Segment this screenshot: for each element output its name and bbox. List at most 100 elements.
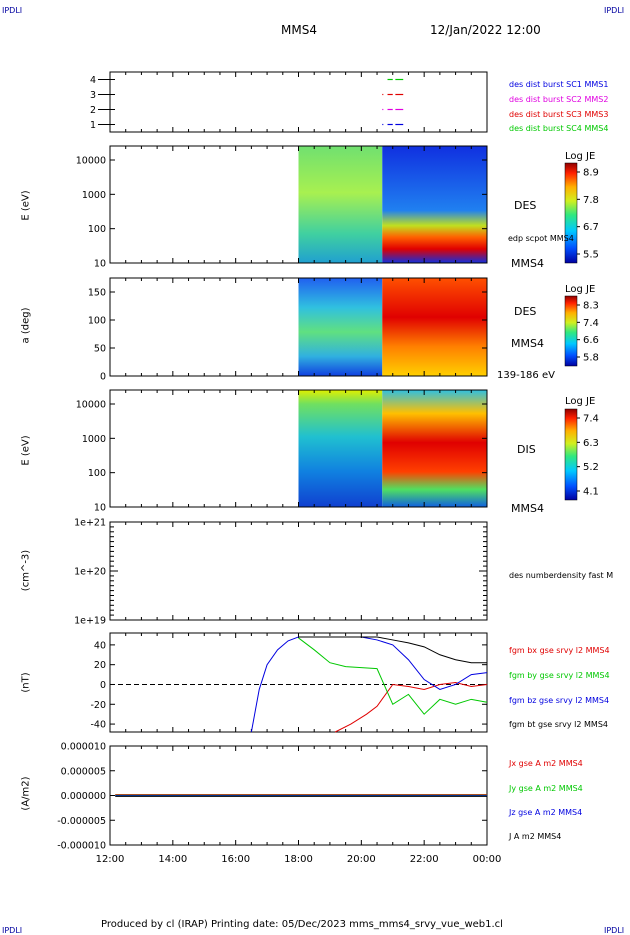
bfield-ytick-label: 40: [94, 640, 106, 651]
density-ylabel: (cm^-3): [20, 549, 32, 592]
colorbar-des-energy-tick-label: 7.8: [583, 195, 599, 206]
colorbar-title-dis-energy: Log JE: [565, 396, 596, 407]
current-legend-jx: Jx gse A m2 MMS4: [509, 759, 583, 768]
burst-legend-mms1: des dist burst SC1 MMS1: [509, 80, 609, 89]
current-ytick-label: 0.000000: [61, 791, 106, 802]
dis-energy-ytick-label: 100: [88, 468, 106, 479]
current-ytick-label: 0.000005: [61, 766, 106, 777]
burst-ytick-label: 4: [90, 75, 96, 86]
des-pitch-ytick-label: 100: [88, 316, 106, 327]
footer-text: Produced by cl (IRAP) Printing date: 05/…: [101, 919, 503, 930]
des-energy-bottom-label: MMS4: [511, 257, 544, 270]
bfield-series-bx: [334, 681, 488, 733]
des-energy-ytick-label: 10000: [76, 156, 106, 167]
current-legend-jz: Jz gse A m2 MMS4: [509, 808, 583, 817]
des-energy-ytick-label: 10: [94, 259, 106, 270]
des-pitch-frame-top: [109, 277, 488, 377]
colorbar-dis-energy-tick-label: 4.1: [583, 487, 599, 498]
current-legend-j: J A m2 MMS4: [509, 832, 562, 841]
time-axis-label: 14:00: [158, 854, 187, 865]
des-energy-side-label: DES: [514, 199, 537, 212]
colorbar-title-des-energy: Log JE: [565, 151, 596, 162]
bfield-ytick-label: 0: [100, 680, 106, 691]
time-axis-label: 12:00: [96, 854, 125, 865]
des-pitch-side-label: DES: [514, 305, 537, 318]
des-energy-ytick-label: 1000: [82, 190, 106, 201]
time-axis-label: 00:00: [473, 854, 502, 865]
datetime-title: 12/Jan/2022 12:00: [430, 23, 541, 37]
colorbar-des-energy: [564, 162, 578, 264]
bfield-ytick-label: -20: [90, 700, 106, 711]
colorbar-des-energy-tick-label: 5.5: [583, 250, 599, 261]
colorbar-des-pitch-tick-label: 7.4: [583, 318, 599, 329]
bfield-ylabel: (nT): [20, 672, 32, 693]
des-pitch-ylabel: a (deg): [20, 307, 32, 344]
colorbar-des-pitch: [564, 295, 578, 367]
corner-label-bottom-left: IPDLI: [2, 926, 23, 935]
des-energy-ylabel: E (eV): [20, 190, 32, 221]
des-energy-block-late: [382, 146, 487, 263]
bfield-legend-bt: fgm bt gse srvy l2 MMS4: [509, 720, 608, 729]
colorbar-dis-energy-tick-label: 5.2: [583, 462, 599, 473]
colorbar-dis-energy-tick-label: 6.3: [583, 438, 599, 449]
burst-ytick-label: 2: [90, 105, 96, 116]
des-energy-ytick-label: 100: [88, 224, 106, 235]
burst-legend-mms2: des dist burst SC2 MMS2: [509, 95, 609, 104]
bfield-legend-bz: fgm bz gse srvy l2 MMS4: [509, 696, 610, 705]
bfield-series-bz: [250, 636, 488, 733]
time-axis-label: 18:00: [284, 854, 313, 865]
current-legend-jy: Jy gse A m2 MMS4: [509, 784, 583, 793]
bfield-legend-bx: fgm bx gse srvy l2 MMS4: [509, 646, 610, 655]
des-pitch-ytick-label: 0: [100, 372, 106, 383]
des-pitch-ytick-label: 50: [94, 344, 106, 355]
dis-energy-ytick-label: 10: [94, 503, 106, 514]
des-pitch-energy-range: 139-186 eV: [497, 370, 555, 381]
corner-label-top-right: IPDLI: [604, 6, 625, 15]
colorbar-dis-energy: [564, 408, 578, 501]
dis-energy-ylabel: E (eV): [20, 435, 32, 466]
bfield-panel-frame: [109, 632, 488, 733]
corner-label-top-left: IPDLI: [2, 6, 23, 15]
current-ylabel: (A/m2): [20, 776, 32, 811]
time-axis-label: 22:00: [410, 854, 439, 865]
current-ytick-label: -0.000010: [57, 841, 106, 852]
dis-energy-ytick-label: 1000: [82, 434, 106, 445]
des-pitch-block-late: [382, 278, 487, 376]
corner-label-bottom-right: IPDLI: [604, 926, 625, 935]
des-pitch-ytick-label: 150: [88, 288, 106, 299]
bfield-series-bt: [298, 636, 487, 664]
des-pitch-block-early: [298, 278, 383, 376]
des-pitch-sublabel: MMS4: [511, 337, 544, 350]
current-ytick-label: -0.000005: [57, 816, 106, 827]
bfield-ytick-label: -40: [90, 720, 106, 731]
density-legend: des numberdensity fast M: [509, 571, 614, 580]
dis-energy-block-late: [382, 390, 487, 507]
density-ytick-label: 1e+19: [74, 616, 106, 627]
current-ytick-label: 0.000010: [61, 742, 106, 753]
colorbar-title-des-pitch: Log JE: [565, 284, 596, 295]
burst-ytick-label: 3: [90, 90, 96, 101]
density-ytick-label: 1e+21: [74, 518, 106, 529]
time-axis-label: 20:00: [347, 854, 376, 865]
colorbar-des-energy-tick-label: 6.7: [583, 222, 599, 233]
dis-energy-ytick-label: 10000: [76, 400, 106, 411]
colorbar-des-pitch-tick-label: 6.6: [583, 335, 599, 346]
dis-energy-block-early: [298, 390, 383, 507]
dis-energy-side-label: DIS: [517, 443, 536, 456]
des-energy-block-early: [298, 146, 383, 263]
burst-legend-mms3: des dist burst SC3 MMS3: [509, 110, 609, 119]
bfield-ytick-label: 20: [94, 660, 106, 671]
burst-ytick-label: 1: [90, 120, 96, 131]
colorbar-des-pitch-tick-label: 5.8: [583, 353, 599, 364]
des-energy-frame-top: [109, 145, 488, 264]
burst-panel-frame: [109, 71, 488, 133]
bfield-legend-by: fgm by gse srvy l2 MMS4: [509, 671, 610, 680]
colorbar-dis-energy-tick-label: 7.4: [583, 414, 599, 425]
bfield-series-by: [298, 637, 488, 715]
spacecraft-title: MMS4: [281, 23, 317, 37]
colorbar-des-pitch-tick-label: 8.3: [583, 301, 599, 312]
des-energy-sublabel: edp scpot MMS4: [508, 234, 574, 243]
burst-legend-mms4: des dist burst SC4 MMS4: [509, 124, 609, 133]
dis-energy-bottom-label: MMS4: [511, 502, 544, 515]
